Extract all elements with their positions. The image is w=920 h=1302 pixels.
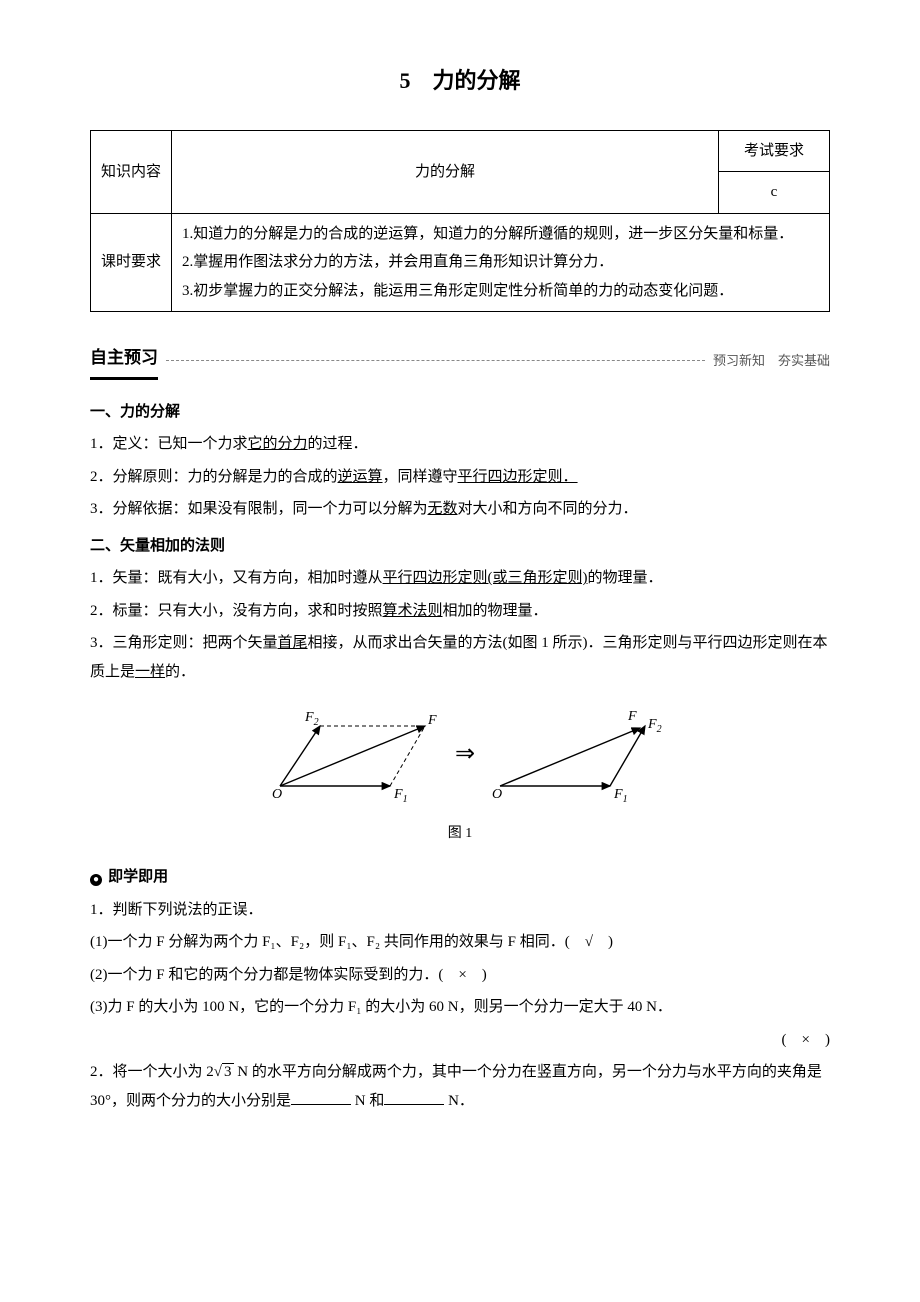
lesson-req-2: 2.掌握用作图法求分力的方法，并会用直角三角形知识计算分力． — [182, 248, 819, 277]
bullet-icon: ● — [90, 874, 102, 886]
q1-c: (3)力 F 的大小为 100 N，它的一个分力 F₁ 的大小为 60 N，则另… — [90, 993, 830, 1022]
divider — [166, 360, 705, 361]
label-F1-2: F1 — [613, 787, 628, 805]
q2: 2．将一个大小为 2√3 N 的水平方向分解成两个力，其中一个分力在竖直方向，另… — [90, 1058, 830, 1115]
q1-a: (1)一个力 F 分解为两个力 F₁、F₂，则 F₁、F₂ 共同作用的效果与 F… — [90, 928, 830, 957]
cell-topic-label: 知识内容 — [91, 130, 172, 213]
lesson-req-3: 3.初步掌握力的正交分解法，能运用三角形定则定性分析简单的力的动态变化问题． — [182, 277, 819, 306]
q1-b: (2)一个力 F 和它的两个分力都是物体实际受到的力．( × ) — [90, 961, 830, 990]
page-title: 5 力的分解 — [90, 60, 830, 102]
cell-lesson-req: 1.知道力的分解是力的合成的逆运算，知道力的分解所遵循的规则，进一步区分矢量和标… — [172, 213, 830, 312]
cell-exam-label: 考试要求 — [719, 130, 830, 172]
label-O-2: O — [492, 787, 502, 802]
label-F2: F2 — [304, 710, 319, 728]
s2-p2: 2．标量：只有大小，没有方向，求和时按照算术法则相加的物理量． — [90, 597, 830, 626]
label-F1: F1 — [393, 787, 408, 805]
cell-lesson-label: 课时要求 — [91, 213, 172, 312]
s2-p3: 3．三角形定则：把两个矢量首尾相接，从而求出合矢量的方法(如图 1 所示)．三角… — [90, 629, 830, 686]
vector-diagram: O F1 F2 F ⇒ O F1 F2 F — [250, 696, 670, 806]
section-header: 自主预习 预习新知 夯实基础 — [90, 342, 830, 379]
cell-exam-level: c — [719, 172, 830, 214]
section-header-sub: 预习新知 夯实基础 — [713, 349, 830, 374]
s1-p2: 2．分解原则：力的分解是力的合成的逆运算，同样遵守平行四边形定则． — [90, 463, 830, 492]
blank-2 — [384, 1089, 444, 1105]
figure-1: O F1 F2 F ⇒ O F1 F2 F — [90, 696, 830, 817]
cell-topic: 力的分解 — [172, 130, 719, 213]
lesson-req-1: 1.知道力的分解是力的合成的逆运算，知道力的分解所遵循的规则，进一步区分矢量和标… — [182, 220, 819, 249]
heading-2: 二、矢量相加的法则 — [90, 532, 830, 561]
label-F-2: F — [627, 709, 637, 724]
subheading-practice: ● 即学即用 — [90, 863, 830, 892]
implies-arrow: ⇒ — [455, 741, 475, 767]
blank-1 — [291, 1089, 351, 1105]
heading-1: 一、力的分解 — [90, 398, 830, 427]
requirements-table: 知识内容 力的分解 考试要求 c 课时要求 1.知道力的分解是力的合成的逆运算，… — [90, 130, 830, 313]
s2-p1: 1．矢量：既有大小，又有方向，相加时遵从平行四边形定则(或三角形定则)的物理量． — [90, 564, 830, 593]
label-F: F — [427, 713, 437, 728]
figure-caption: 图 1 — [90, 821, 830, 848]
s1-p1: 1．定义：已知一个力求它的分力的过程． — [90, 430, 830, 459]
q1-c-answer: ( × ) — [90, 1026, 830, 1055]
q1-lead: 1．判断下列说法的正误． — [90, 896, 830, 925]
label-F2-2: F2 — [647, 717, 662, 735]
label-O: O — [272, 787, 282, 802]
s1-p3: 3．分解依据：如果没有限制，同一个力可以分解为无数对大小和方向不同的分力． — [90, 495, 830, 524]
section-header-label: 自主预习 — [90, 342, 158, 379]
